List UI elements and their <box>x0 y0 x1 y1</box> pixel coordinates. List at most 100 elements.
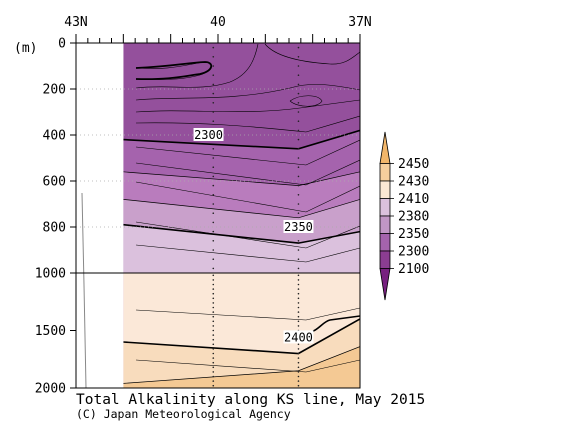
sample-point <box>297 348 300 350</box>
sample-point <box>212 46 215 49</box>
sample-point <box>297 315 300 318</box>
sample-point <box>212 371 215 373</box>
sample-point <box>297 384 300 387</box>
sample-point <box>212 343 215 346</box>
colorbar: 2450 2430 2410 2380 2350 2300 2100 <box>379 131 429 301</box>
sample-point <box>297 279 300 281</box>
sample-point <box>297 371 300 373</box>
sample-point <box>212 274 215 277</box>
contour-label-bg <box>283 330 314 344</box>
sample-point <box>297 306 300 309</box>
sample-point <box>297 157 300 159</box>
sample-point <box>297 175 300 178</box>
colorbar-label: 2410 <box>398 192 429 207</box>
colorbar-label: 2100 <box>398 262 429 277</box>
sample-point <box>297 138 300 141</box>
sample-point <box>297 65 300 67</box>
sample-point <box>212 283 215 286</box>
contour-line <box>123 199 360 219</box>
colorbar-swatch <box>379 215 391 234</box>
sample-point <box>297 249 300 251</box>
colorbar-label: 2300 <box>398 245 429 260</box>
contour-label-bg <box>193 128 224 141</box>
sample-point <box>297 166 300 168</box>
sample-point <box>297 102 300 104</box>
colorbar-label: 2430 <box>398 175 429 190</box>
contour-label: 2350 <box>284 220 313 234</box>
sample-point <box>212 297 215 300</box>
contour-line <box>289 95 323 107</box>
sample-point <box>212 325 215 327</box>
colorbar-label: 2450 <box>398 157 429 172</box>
latitude-axis: 43N 40 37N <box>64 15 372 43</box>
contour-line <box>123 346 360 384</box>
sample-point <box>212 315 215 318</box>
sample-point <box>297 194 300 196</box>
fill-band <box>123 346 360 388</box>
sample-point <box>212 111 215 113</box>
sample-point <box>297 357 300 359</box>
sample-point <box>212 320 215 323</box>
sample-point <box>212 352 215 355</box>
sample-point <box>297 92 300 95</box>
depth-tick-label: 800 <box>43 221 66 236</box>
sample-point <box>212 334 215 336</box>
sample-point <box>297 311 300 313</box>
sample-point <box>212 279 215 281</box>
sample-point <box>297 375 300 378</box>
sample-point <box>212 258 215 261</box>
contour-line <box>135 43 259 89</box>
contour-label: 2400 <box>284 330 313 344</box>
sample-point <box>212 311 215 313</box>
sample-point <box>212 366 215 369</box>
sample-point <box>297 325 300 327</box>
colorbar-label: 2350 <box>398 227 429 242</box>
contour-line <box>135 307 360 321</box>
depth-unit-label: (m) <box>14 41 37 56</box>
depth-tick-label: 2000 <box>35 382 66 397</box>
contour-line <box>135 84 360 101</box>
sample-point <box>297 267 300 270</box>
contour-fill-bands <box>123 43 360 388</box>
sample-point <box>297 74 300 76</box>
sample-point <box>212 375 215 378</box>
sample-point <box>212 65 215 67</box>
sample-point <box>212 357 215 359</box>
contour-labels: 2300 2350 2400 <box>193 128 314 344</box>
sample-point <box>297 184 300 187</box>
sample-point <box>212 249 215 251</box>
contour-line <box>135 359 360 373</box>
depth-tick-label: 1500 <box>35 324 66 339</box>
contour-line <box>123 223 360 244</box>
latitude-tick-label: 40 <box>210 15 226 30</box>
sample-point <box>297 240 300 242</box>
sample-point <box>297 120 300 122</box>
sample-point <box>212 361 215 364</box>
depth-tick-label: 1000 <box>35 267 66 282</box>
no-data-region <box>76 43 124 388</box>
sample-point <box>212 329 215 332</box>
sample-point <box>212 348 215 350</box>
colorbar-label: 2380 <box>398 210 429 225</box>
sample-point <box>212 184 215 187</box>
sample-point <box>297 297 300 300</box>
latitude-tick-label: 43N <box>64 15 87 30</box>
colorbar-swatch <box>379 131 391 164</box>
sample-point <box>297 46 300 49</box>
contour-label-bg <box>283 220 314 233</box>
contour-line <box>264 43 360 65</box>
contour-line <box>135 99 360 113</box>
sample-point <box>212 166 215 168</box>
depth-tick-label: 0 <box>58 37 66 52</box>
sample-point <box>212 338 215 341</box>
bottom-depth-line <box>81 192 87 389</box>
latitude-tick-label: 37N <box>348 15 371 30</box>
colorbar-swatch <box>379 163 391 182</box>
colorbar-swatch <box>379 268 391 301</box>
contour-label: 2300 <box>194 128 223 142</box>
depth-tick-label: 600 <box>43 175 66 190</box>
sample-point <box>297 380 300 382</box>
sample-point <box>212 221 215 224</box>
sample-point <box>297 83 300 86</box>
